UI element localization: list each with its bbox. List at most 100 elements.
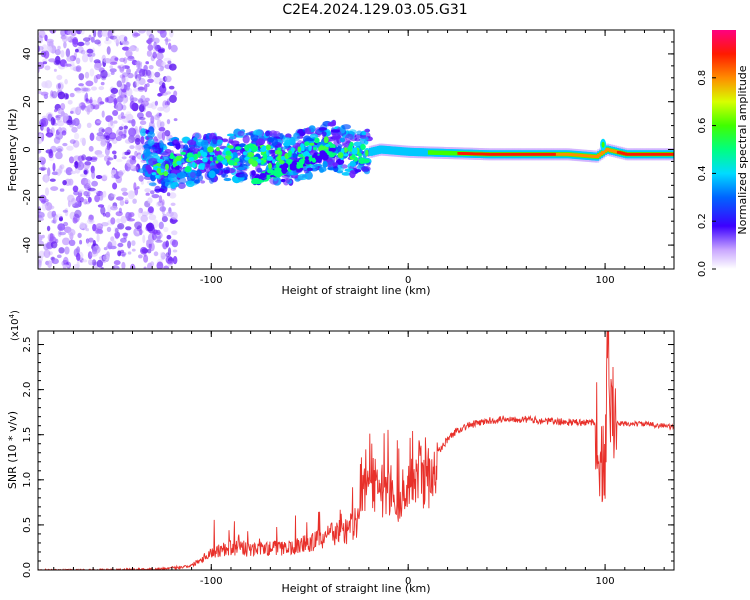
spectrogram-noise-cell — [97, 204, 105, 208]
spectrogram-noise-cell — [88, 99, 93, 104]
spectrogram-hot-cell — [251, 160, 258, 167]
spectrogram-hot-cell — [256, 158, 262, 164]
spectrogram-noise-cell — [167, 260, 174, 265]
spectrogram-noise-cell — [78, 73, 85, 81]
spectrogram-noise-cell — [78, 83, 84, 87]
spectrogram-noise-cell — [97, 96, 103, 106]
spectrogram-noise-cell — [129, 94, 134, 103]
spectrogram-noise-cell — [38, 217, 44, 221]
spectrogram-noise-cell — [104, 39, 112, 45]
spectrogram-noise-cell — [121, 261, 126, 269]
spectrogram-noise-cell — [139, 228, 143, 236]
spectrogram-noise-cell — [42, 125, 48, 131]
spectrogram-ridge-cell — [252, 130, 261, 136]
spectrogram-ridge-cell — [285, 177, 291, 184]
spectrogram-noise-cell — [142, 69, 148, 77]
spectrogram-noise-cell — [125, 211, 131, 220]
spectrogram-noise-cell — [155, 229, 161, 236]
spectrogram-noise-cell — [47, 260, 52, 268]
spectrogram-noise-cell — [83, 190, 89, 197]
spectrogram-band-core — [597, 153, 602, 157]
spectrogram-noise-cell — [77, 232, 82, 239]
spectrogram-noise-cell — [107, 241, 113, 250]
spectrogram-noise-cell — [54, 109, 58, 113]
spectrogram-ridge-cell — [281, 174, 291, 178]
spectrogram-ridge-cell — [216, 139, 224, 144]
spectrogram-ticks: -100 0 100 -40 -20 0 20 40 — [22, 29, 674, 286]
spectrogram-noise-cell — [85, 98, 89, 102]
spectrogram-noise-cell — [147, 206, 154, 214]
spectrogram-noise-cell — [131, 248, 136, 252]
spectrogram-noise-cell — [75, 48, 79, 53]
spectrogram-noise-cell — [158, 126, 166, 132]
spectrogram-noise-cell — [93, 62, 102, 71]
spectrogram-hot-cell — [272, 159, 276, 164]
spectrogram-hot-cell — [360, 143, 366, 150]
spectrogram-noise-cell — [62, 237, 70, 246]
spectrogram-noise-cell — [61, 130, 67, 136]
spectrogram-ridge-cell — [167, 173, 178, 182]
spectrogram-noise-cell — [78, 66, 82, 70]
spectrogram-noise-cell — [134, 137, 141, 145]
spectrogram-noise-cell — [81, 87, 89, 92]
spectrogram-noise-cell — [164, 75, 172, 83]
spectrogram-noise-cell — [62, 209, 68, 213]
spectrogram-noise-cell — [106, 226, 112, 232]
spectrogram-ridge-cell — [339, 137, 346, 143]
spectrogram-noise-cell — [75, 90, 82, 94]
spectrogram-ridge-cell — [140, 136, 145, 145]
spectrogram-noise-cell — [118, 170, 123, 178]
spectrogram-noise-cell — [60, 50, 65, 58]
spectrogram-noise-cell — [57, 83, 62, 89]
spectrogram-noise-cell — [95, 223, 104, 231]
spectrogram-noise-cell — [151, 194, 160, 199]
spectrogram-noise-cell — [41, 202, 47, 211]
spectrogram-noise-cell — [100, 206, 106, 215]
spectrogram-hot-cell — [365, 149, 369, 157]
spectrogram-noise-cell — [123, 36, 128, 42]
spectrogram-noise-cell — [52, 162, 56, 172]
spectrogram-noise-cell — [59, 164, 65, 170]
spectrogram-noise-cell — [73, 52, 77, 60]
spectrogram-noise-cell — [72, 66, 81, 72]
spectrogram-ridge-cell — [173, 140, 184, 144]
spectrogram-hot-cell — [266, 156, 274, 161]
spectrogram-noise-cell — [91, 259, 97, 266]
spectrogram-noise-cell — [120, 187, 128, 192]
spectrogram-ridge-cell — [151, 152, 159, 157]
spectrogram-branch-cell — [255, 179, 262, 185]
spectrogram-hot-cell — [180, 151, 186, 155]
spectrogram-ridge-cell — [279, 133, 284, 139]
spectrogram-noise-cell — [119, 66, 125, 73]
spectrogram-noise-cell — [147, 44, 154, 51]
spectrogram-noise-cell — [94, 194, 100, 203]
spectrogram-noise-cell — [54, 215, 59, 221]
spectrogram-noise-cell — [166, 192, 171, 197]
spectrogram-noise-cell — [146, 222, 155, 232]
spectrogram-ridge-cell — [348, 129, 357, 135]
spectrogram-noise-cell — [145, 111, 152, 118]
spectrogram-noise-cell — [56, 120, 65, 127]
spectrogram-noise-cell — [161, 216, 168, 223]
spectrogram-noise-cell — [138, 254, 143, 259]
spectrogram-ridge-cell — [332, 162, 338, 167]
spectrogram-noise-cell — [68, 239, 76, 246]
spectrogram-ridge-cell — [335, 158, 345, 165]
spectrogram-ridge-cell — [331, 119, 337, 126]
spectrogram-noise-cell — [146, 239, 154, 245]
spectrogram-ridge-cell — [272, 130, 281, 137]
spectrogram-noise-cell — [76, 252, 81, 261]
spectrogram-noise-cell — [88, 145, 94, 152]
spectrogram-noise-cell — [96, 132, 104, 137]
spectrogram-noise-cell — [118, 207, 122, 214]
spectrogram-hot-cell — [337, 152, 344, 159]
spectrogram-noise-cell — [96, 190, 104, 196]
spectrogram-noise-cell — [57, 107, 64, 115]
spectrogram-noise-cell — [75, 195, 81, 203]
spectrogram-noise-cell — [62, 113, 69, 122]
spectrogram-noise-cell — [149, 242, 155, 252]
spectrogram-ridge-cell — [341, 172, 351, 176]
spectrogram-hot-cell — [298, 153, 304, 158]
spectrogram-noise-cell — [124, 125, 128, 134]
spectrogram-ridge-cell — [245, 132, 254, 136]
